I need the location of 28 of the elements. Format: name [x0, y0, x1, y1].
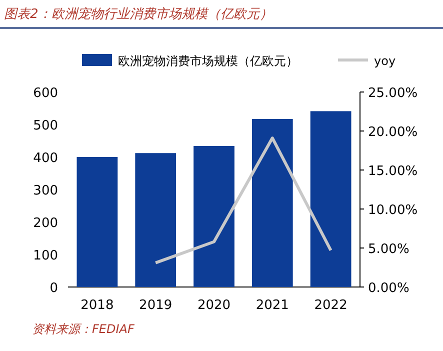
y-tick-label: 500	[33, 118, 58, 134]
x-tick-label: 2018	[80, 298, 114, 313]
y2-tick-label: 15.00%	[368, 164, 418, 179]
bar	[252, 118, 293, 287]
x-tick-label: 2022	[314, 298, 348, 313]
y2-tick-label: 0.00%	[368, 281, 410, 296]
x-tick-label: 2021	[256, 298, 289, 313]
y-tick-label: 200	[33, 216, 58, 231]
y2-tick-label: 10.00%	[368, 203, 418, 218]
x-tick-label: 2020	[197, 298, 231, 313]
y-tick-label: 600	[33, 86, 58, 101]
text: 资料来源：FEDIAF	[32, 322, 136, 336]
chart-title: 图表2：欧洲宠物行业消费市场规模（亿欧元）	[4, 7, 272, 22]
legend-label: 欧洲宠物消费市场规模（亿欧元）	[118, 54, 298, 68]
y2-tick-label: 25.00%	[368, 86, 418, 101]
line-series	[154, 136, 332, 264]
bar	[135, 153, 176, 287]
y2-tick-label: 20.00%	[368, 125, 418, 140]
bar	[310, 111, 352, 287]
y-tick-label: 100	[33, 248, 58, 264]
y-tick-label: 0	[50, 281, 58, 296]
legend-label: yoy	[374, 54, 396, 68]
y2-tick-label: 5.00%	[368, 242, 410, 257]
bar	[76, 157, 118, 287]
y-tick-label: 400	[33, 151, 58, 166]
y-tick-label: 300	[33, 184, 58, 198]
x-tick-label: 2019	[139, 298, 172, 313]
bar	[194, 146, 234, 287]
